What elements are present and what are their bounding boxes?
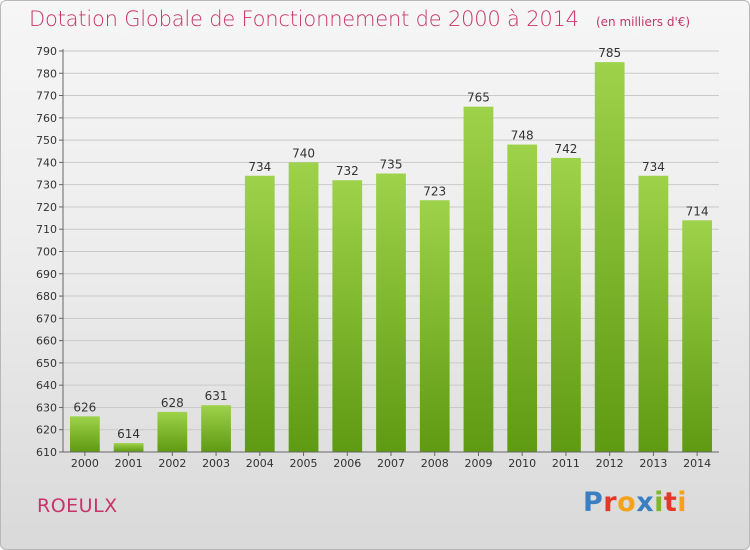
y-tick-label: 790 <box>36 45 57 58</box>
x-tick-label: 2006 <box>333 457 361 470</box>
y-tick-label: 760 <box>36 112 57 125</box>
commune-name: ROEULX <box>37 495 118 517</box>
x-tick-label: 2009 <box>464 457 492 470</box>
y-tick-label: 630 <box>36 401 57 414</box>
value-label: 732 <box>336 164 359 178</box>
x-tick-label: 2003 <box>202 457 230 470</box>
chart-title: Dotation Globale de Fonctionnement de 20… <box>29 7 690 31</box>
y-tick-label: 740 <box>36 156 57 169</box>
y-tick-label: 720 <box>36 201 57 214</box>
value-label: 735 <box>380 158 403 172</box>
bar <box>682 220 713 452</box>
y-tick-label: 610 <box>36 446 57 459</box>
y-tick-label: 730 <box>36 179 57 192</box>
x-tick-label: 2014 <box>683 457 711 470</box>
bar <box>594 62 625 453</box>
value-label: 734 <box>642 160 665 174</box>
bar <box>638 175 669 452</box>
logo-letter: r <box>603 487 618 518</box>
bar <box>332 180 363 452</box>
y-tick-label: 710 <box>36 223 57 236</box>
bar <box>244 175 275 452</box>
x-tick-label: 2004 <box>246 457 274 470</box>
bar <box>507 144 538 453</box>
y-tick-label: 690 <box>36 268 57 281</box>
logo-letter: P <box>583 487 604 518</box>
chart-unit: (en milliers d'€) <box>595 15 691 29</box>
proxiti-logo: Proxiti <box>583 487 687 518</box>
bar <box>201 405 231 452</box>
x-tick-label: 2005 <box>290 457 318 470</box>
y-tick-label: 640 <box>36 379 57 392</box>
x-tick-label: 2007 <box>377 457 405 470</box>
x-tick-label: 2002 <box>158 457 186 470</box>
axes: 610 620 630 640 650 660 670 680 690 700 710 720 730 7… <box>36 45 719 470</box>
y-tick-label: 750 <box>36 134 57 147</box>
bar <box>157 411 188 452</box>
y-tick-label: 620 <box>36 424 57 437</box>
chart-title-text: Dotation Globale de Fonctionnement de 20… <box>29 7 579 31</box>
x-tick-label: 2010 <box>508 457 536 470</box>
logo-letter: o <box>617 487 637 518</box>
value-label: 734 <box>248 160 271 174</box>
bar <box>113 443 144 452</box>
value-label: 628 <box>161 396 184 410</box>
y-tick-label: 680 <box>36 290 57 303</box>
logo-letter: i <box>654 487 664 518</box>
bar <box>288 162 319 452</box>
y-tick-label: 650 <box>36 357 57 370</box>
bar <box>551 157 581 452</box>
logo-letter: x <box>636 487 655 518</box>
y-tick-label: 670 <box>36 312 57 325</box>
x-tick-label: 2008 <box>421 457 449 470</box>
y-tick-label: 660 <box>36 335 57 348</box>
x-tick-label: 2013 <box>639 457 667 470</box>
x-tick-label: 2000 <box>71 457 99 470</box>
x-tick-label: 2001 <box>115 457 143 470</box>
bar <box>463 106 494 452</box>
y-tick-label: 700 <box>36 246 57 259</box>
bar <box>69 416 100 452</box>
value-label: 631 <box>205 389 228 403</box>
bar <box>376 173 406 452</box>
value-label: 626 <box>73 400 96 414</box>
value-label: 748 <box>511 129 534 143</box>
x-tick-label: 2011 <box>552 457 580 470</box>
value-label: 765 <box>467 91 490 105</box>
value-label: 740 <box>292 146 315 160</box>
logo-letter: i <box>677 487 688 518</box>
x-tick-label: 2012 <box>596 457 624 470</box>
value-label: 723 <box>423 184 446 198</box>
y-tick-label: 770 <box>36 90 57 103</box>
logo-letter: t <box>663 487 678 518</box>
y-tick-label: 780 <box>36 67 57 80</box>
value-label: 614 <box>117 427 140 441</box>
bar <box>419 200 450 452</box>
value-label: 742 <box>554 142 577 156</box>
bars: 626 614 628 631 734 740 732 735 723 765 748 742 785 7… <box>69 46 713 453</box>
value-label: 714 <box>686 204 709 218</box>
value-label: 785 <box>598 46 621 60</box>
